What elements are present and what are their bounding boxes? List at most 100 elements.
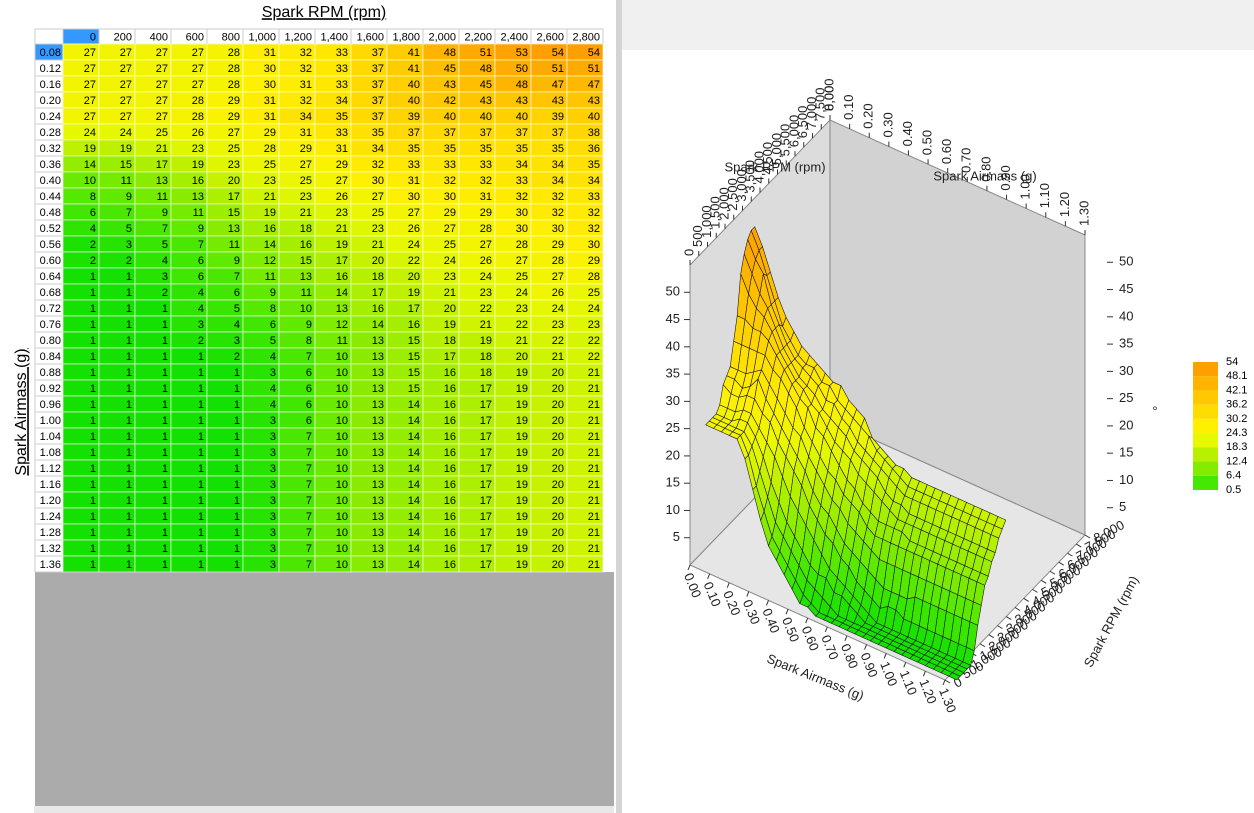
cell: 14	[372, 319, 384, 331]
cell: 51	[480, 47, 492, 59]
rpm-tick-label: 500	[690, 225, 705, 247]
cell: 16	[336, 271, 348, 283]
cell: 30	[516, 207, 528, 219]
legend-label: 0.5	[1226, 484, 1241, 496]
table: 0 200 400 600 800 1,000 1,200 1,400 1,600 1,800 2,…	[34, 28, 604, 573]
cell: 19	[516, 383, 528, 395]
cell: 54	[588, 47, 600, 59]
cell: 31	[264, 111, 276, 123]
scrollbar[interactable]	[34, 806, 614, 813]
surface-chart: 5510101515202025253030353540404545505000…	[666, 78, 1248, 714]
cell: 1	[162, 367, 168, 379]
legend-label: 12.4	[1226, 455, 1247, 467]
row-header: 0.96	[40, 399, 61, 411]
cell: 19	[408, 287, 420, 299]
cell: 1	[126, 287, 132, 299]
cell: 17	[480, 383, 492, 395]
column-header: 200	[114, 31, 132, 43]
legend-band	[1193, 475, 1218, 490]
cell: 6	[198, 255, 204, 267]
cell: 1	[90, 415, 96, 427]
cell: 16	[444, 431, 456, 443]
cell: 19	[516, 367, 528, 379]
cell: 14	[264, 239, 276, 251]
cell: 12	[264, 255, 276, 267]
cell: 37	[444, 127, 456, 139]
cell: 21	[588, 511, 600, 523]
cell: 23	[444, 271, 456, 283]
cell: 23	[372, 223, 384, 235]
rpm-tick	[997, 625, 1003, 630]
cell: 27	[552, 271, 564, 283]
row-header: 0.20	[40, 95, 61, 107]
rpm-tick-label: 3,000	[734, 169, 749, 202]
cell: 24	[120, 127, 132, 139]
cell: 1	[198, 447, 204, 459]
rpm-axis-title: Spark RPM (rpm)	[724, 159, 825, 174]
cell: 25	[444, 239, 456, 251]
z-axis-title: °	[1152, 403, 1157, 418]
z-tick-label: 20	[1119, 417, 1133, 432]
cell: 28	[192, 95, 204, 107]
cell: 1	[198, 463, 204, 475]
z-tick-label: 40	[1119, 308, 1133, 323]
cell: 21	[588, 527, 600, 539]
cell: 9	[126, 191, 132, 203]
cell: 23	[300, 191, 312, 203]
cell: 37	[552, 127, 564, 139]
row-header: 0.08	[40, 47, 61, 59]
empty-area	[35, 572, 614, 807]
row-header: 0.52	[40, 223, 61, 235]
cell: 1	[162, 559, 168, 571]
cell: 37	[372, 63, 384, 75]
rpm-tick-label: 2,500	[725, 178, 740, 211]
cell: 1	[162, 319, 168, 331]
cell: 41	[408, 47, 420, 59]
cell: 27	[120, 63, 132, 75]
cell: 16	[408, 319, 420, 331]
cell: 14	[408, 495, 420, 507]
row-header: 1.00	[40, 415, 61, 427]
cell: 19	[516, 511, 528, 523]
cell: 35	[336, 111, 348, 123]
airmass-tick	[844, 635, 848, 641]
legend-label: 30.2	[1226, 413, 1247, 425]
cell: 15	[408, 335, 420, 347]
cell: 34	[372, 143, 384, 155]
cell: 40	[516, 111, 528, 123]
cell: 27	[120, 47, 132, 59]
cell: 20	[228, 175, 240, 187]
airmass-tick-label: 1.00	[1018, 174, 1033, 199]
cell: 17	[480, 415, 492, 427]
cell: 1	[90, 447, 96, 459]
cell: 29	[552, 239, 564, 251]
column-header: 2,400	[500, 31, 528, 43]
cell: 9	[162, 207, 168, 219]
z-tick-label: 30	[666, 393, 680, 408]
cell: 13	[372, 335, 384, 347]
cell: 35	[552, 143, 564, 155]
rpm-tick-label: 5,000	[769, 133, 784, 166]
rpm-tick	[944, 679, 951, 684]
cell: 6	[270, 319, 276, 331]
cell: 20	[552, 543, 564, 555]
legend-label: 54	[1226, 356, 1238, 368]
row-header: 1.28	[40, 527, 61, 539]
cell: 27	[84, 111, 96, 123]
cell: 20	[552, 415, 564, 427]
cell: 7	[198, 239, 204, 251]
row-header: 0.36	[40, 159, 61, 171]
cell: 35	[444, 143, 456, 155]
splitter[interactable]	[616, 0, 622, 813]
cell: 25	[228, 143, 240, 155]
cell: 1	[126, 527, 132, 539]
cell: 13	[372, 527, 384, 539]
cell: 10	[336, 495, 348, 507]
cell: 33	[516, 175, 528, 187]
legend-band	[1193, 362, 1218, 377]
cell: 13	[372, 431, 384, 443]
cell: 31	[336, 143, 348, 155]
cell: 3	[270, 447, 276, 459]
cell: 5	[126, 223, 132, 235]
z-tick-label: 10	[1119, 472, 1133, 487]
